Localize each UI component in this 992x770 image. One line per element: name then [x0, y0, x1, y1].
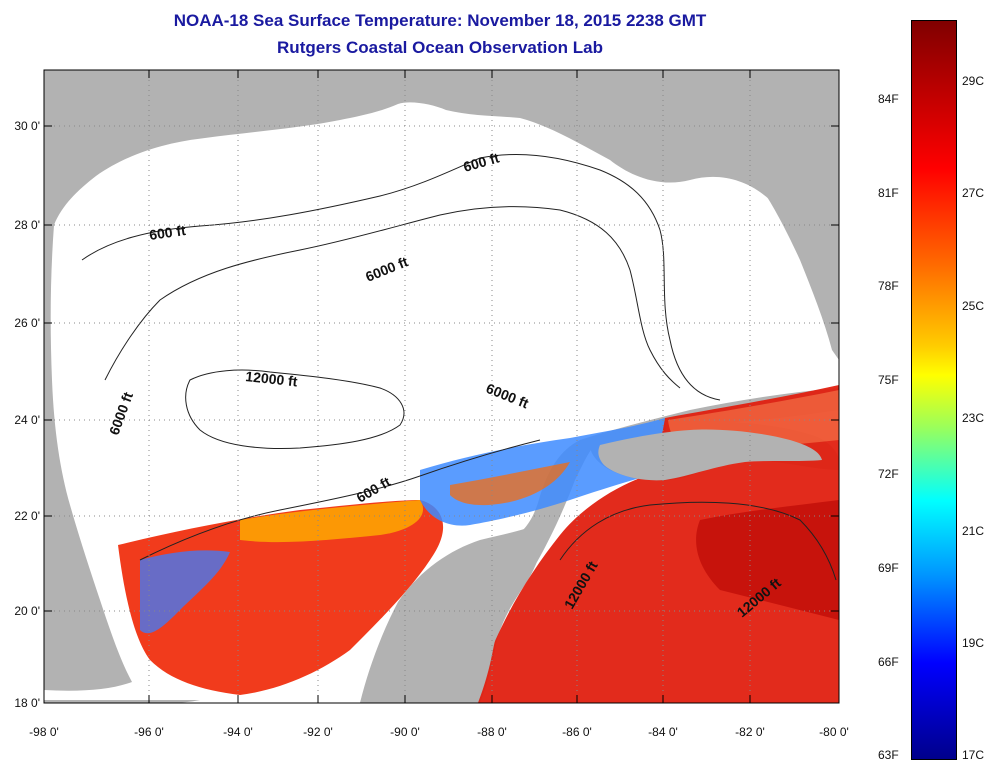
lat-label: 28 0': [14, 218, 40, 232]
colorbar-f-label: 69F: [878, 561, 899, 575]
colorbar-c-label: 29C: [962, 74, 985, 88]
colorbar-f-label: 81F: [878, 186, 899, 200]
lat-label: 24 0': [14, 413, 40, 427]
contour-6000ft: [104, 206, 681, 389]
lat-label: 26 0': [14, 316, 40, 330]
colorbar-c-label: 27C: [962, 186, 985, 200]
lon-label: -80 0': [819, 725, 849, 739]
lat-label: 22 0': [14, 509, 40, 523]
contour-600ft: [81, 153, 721, 401]
colorbar-f-label: 72F: [878, 467, 899, 481]
frame-ticks: [44, 70, 839, 703]
map-subtitle: Rutgers Coastal Ocean Observation Lab: [277, 38, 603, 57]
sst-swath-east: [470, 385, 839, 703]
sst-swath-west-cool: [140, 550, 230, 634]
lon-label: -90 0': [390, 725, 420, 739]
colorbar-c-label: 17C: [962, 748, 985, 762]
lon-label: -96 0': [134, 725, 164, 739]
lon-label: -98 0': [29, 725, 59, 739]
lon-label: -84 0': [648, 725, 678, 739]
contour-600ft-south: [139, 439, 541, 561]
colorbar-c-label: 25C: [962, 299, 985, 313]
cuba-land-top: [598, 429, 822, 481]
contour-label: 12000 ft: [245, 368, 299, 389]
lon-label: -88 0': [477, 725, 507, 739]
colorbar-c-label: 19C: [962, 636, 985, 650]
florida-land: [700, 70, 839, 360]
sst-swath-west-mid: [240, 500, 424, 543]
colorbar-f-label: 84F: [878, 92, 899, 106]
sst-swath-west: [118, 500, 444, 695]
lat-label: 18 0': [14, 696, 40, 710]
map-frame: [43, 69, 840, 704]
sst-swath-east-darker: [696, 500, 839, 620]
yucatan-land-top: [360, 526, 541, 703]
contour-12000ft-caribbean: [559, 501, 837, 581]
colorbar-f-label: 63F: [878, 748, 899, 762]
colorbar-f-label: 66F: [878, 655, 899, 669]
graticule: [44, 70, 839, 703]
map-title: NOAA-18 Sea Surface Temperature: Novembe…: [173, 11, 707, 30]
contour-12000ft: [185, 369, 405, 449]
lon-label: -82 0': [735, 725, 765, 739]
lon-label: -94 0': [223, 725, 253, 739]
lon-label: -86 0': [562, 725, 592, 739]
colorbar-f-label: 78F: [878, 279, 899, 293]
lat-label: 30 0': [14, 119, 40, 133]
mexico-land: [44, 700, 200, 703]
colorbar-c-label: 23C: [962, 411, 985, 425]
contour-label: 600 ft: [148, 222, 187, 243]
colorbar-f-label: 75F: [878, 373, 899, 387]
temperature-colorbar: [911, 20, 957, 760]
colorbar-c-label: 21C: [962, 524, 985, 538]
lon-label: -92 0': [303, 725, 333, 739]
lat-label: 20 0': [14, 604, 40, 618]
sst-swath-central-warm: [450, 462, 570, 506]
